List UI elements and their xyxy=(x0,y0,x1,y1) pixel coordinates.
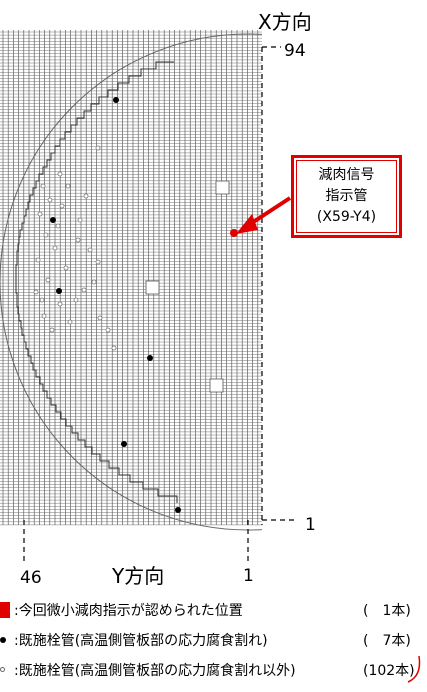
red-square-icon xyxy=(0,602,10,618)
callout-box: 減肉信号 指示管 (X59-Y4) xyxy=(291,155,402,238)
plugged-tube-other-marker xyxy=(55,223,61,229)
plugged-tube-other-marker xyxy=(97,315,103,321)
legend-text: :既施栓管(高温側管板部の応力腐食割れ以外) xyxy=(14,663,296,679)
plugged-tube-scc-marker xyxy=(175,507,181,513)
plugged-tube-other-marker xyxy=(33,289,39,295)
plugged-tube-scc-marker xyxy=(56,288,62,294)
plugged-tube-scc-marker xyxy=(147,355,153,361)
plugged-tube-other-marker xyxy=(95,259,101,265)
stay-rod-square xyxy=(209,378,224,393)
plugged-tube-other-marker xyxy=(37,211,43,217)
plugged-tube-other-marker xyxy=(41,313,47,319)
y-right-value: 1 xyxy=(243,566,254,586)
legend-item-black-dot: :既施栓管(高温側管板部の応力腐食割れ) ( 7本) xyxy=(0,630,427,652)
y-direction-label: Y方向 xyxy=(112,564,165,588)
plugged-tube-other-marker xyxy=(73,297,79,303)
legend-text: :今回微小減肉指示が認められた位置 xyxy=(14,603,243,619)
plugged-tube-other-marker xyxy=(67,319,73,325)
tube-region-boundary xyxy=(15,61,178,503)
legend-item-hollow-dot: :既施栓管(高温側管板部の応力腐食割れ以外) (102本) xyxy=(0,655,427,683)
plugged-tube-other-marker xyxy=(43,232,49,238)
plugged-tube-other-marker xyxy=(57,301,63,307)
curl-decoration-icon xyxy=(407,655,421,683)
legend-count: ( 1本) xyxy=(363,603,411,619)
legend-count: (102本) xyxy=(363,663,415,679)
legend-item-red: :今回微小減肉指示が認められた位置 ( 1本) xyxy=(0,600,427,622)
x-direction-label: X方向 xyxy=(258,10,312,34)
plugged-tube-other-marker xyxy=(35,257,41,263)
plugged-tube-other-marker xyxy=(95,145,101,151)
plugged-tube-other-marker xyxy=(65,183,71,189)
thinning-indication-marker xyxy=(230,229,238,237)
plugged-tube-other-marker xyxy=(105,327,111,333)
plugged-tube-other-marker xyxy=(57,171,63,177)
x-top-value: 94 xyxy=(284,41,306,61)
hollow-dot-icon xyxy=(0,667,5,672)
plugged-tube-other-marker xyxy=(87,247,93,253)
plugged-tube-scc-marker xyxy=(113,97,119,103)
plugged-tube-other-marker xyxy=(39,297,45,303)
callout-line-2: 指示管 xyxy=(325,188,368,204)
y-left-value: 46 xyxy=(20,568,42,588)
plugged-tube-other-marker xyxy=(59,203,65,209)
callout-arrow xyxy=(236,196,292,234)
callout-line-3: (X59-Y4) xyxy=(316,209,377,225)
plugged-tube-other-marker xyxy=(91,279,97,285)
plugged-tube-other-marker xyxy=(83,193,89,199)
plugged-tube-other-marker xyxy=(63,265,69,271)
plugged-tube-other-marker xyxy=(47,197,53,203)
x-bottom-value: 1 xyxy=(305,515,316,535)
black-dot-icon xyxy=(0,637,6,643)
plugged-tube-scc-marker xyxy=(50,217,56,223)
tube-sheet-outline xyxy=(0,33,262,531)
axis-guides xyxy=(23,46,298,565)
stay-rod-square xyxy=(215,180,230,195)
plugged-tube-other-marker xyxy=(52,245,58,251)
plugged-tube-other-marker xyxy=(75,237,81,243)
legend-text: :既施栓管(高温側管板部の応力腐食割れ) xyxy=(14,633,268,649)
plugged-tube-other-marker xyxy=(45,277,51,283)
legend-count: ( 7本) xyxy=(363,633,411,649)
plugged-tube-scc-marker xyxy=(121,441,127,447)
plugged-tube-other-marker xyxy=(81,287,87,293)
tube-grid xyxy=(0,30,262,526)
plugged-tube-other-marker xyxy=(77,217,83,223)
stay-rod-square xyxy=(145,280,160,295)
plugged-tube-other-marker xyxy=(111,345,117,351)
plugged-tube-other-marker xyxy=(49,327,55,333)
callout-inner-frame: 減肉信号 指示管 (X59-Y4) xyxy=(296,160,397,233)
plugged-tube-other-marker xyxy=(40,183,46,189)
callout-line-1: 減肉信号 xyxy=(318,167,375,183)
